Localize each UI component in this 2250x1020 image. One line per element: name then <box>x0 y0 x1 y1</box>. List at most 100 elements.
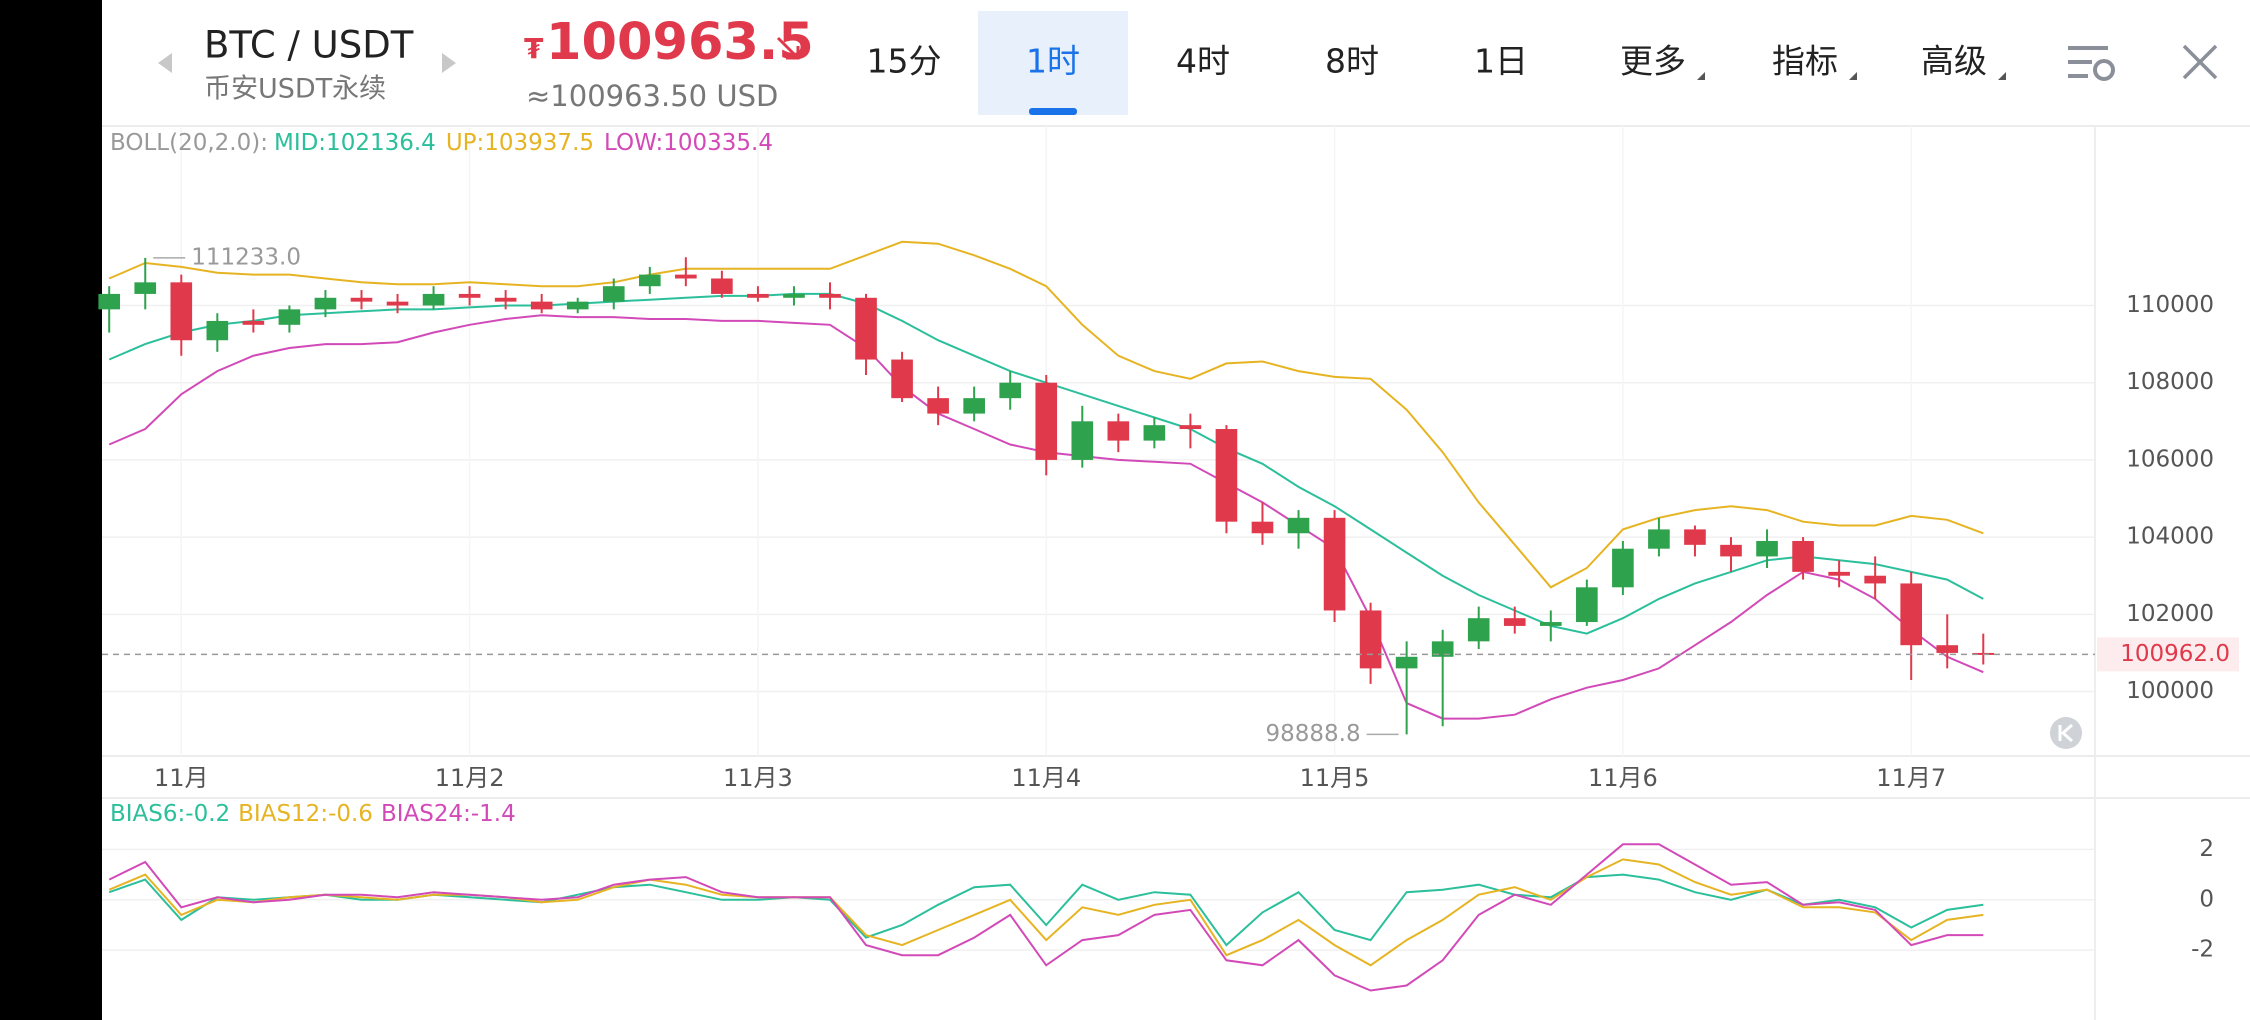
candle-body <box>1071 421 1094 460</box>
bias-line <box>108 843 1984 992</box>
boll-line <box>108 240 1984 589</box>
next-arrow[interactable] <box>442 53 456 73</box>
active-tab-indicator <box>1029 108 1077 115</box>
candle-body <box>1359 610 1382 669</box>
bias-line <box>108 858 1984 967</box>
tab[interactable]: 1日 <box>1474 42 1528 81</box>
tab[interactable]: 1时 <box>1026 42 1080 81</box>
tab[interactable]: 高级 <box>1921 42 1987 81</box>
y-tick-label: 110000 <box>2126 292 2214 318</box>
tab[interactable]: 指标 <box>1772 42 1838 81</box>
candle-body <box>999 382 1022 399</box>
legend-entry: BIAS12:-0.6 <box>238 801 373 827</box>
candle-body <box>350 297 373 302</box>
prev-arrow[interactable] <box>158 53 172 73</box>
candle-body <box>1215 429 1238 522</box>
candle-body <box>1287 517 1310 534</box>
x-tick-label: 11月7 <box>1876 764 1946 792</box>
candle-body <box>1431 641 1454 657</box>
candle-body <box>1539 622 1562 626</box>
y-tick-label: 104000 <box>2126 524 2214 550</box>
tab[interactable]: 8时 <box>1325 42 1379 81</box>
candle-body <box>1720 544 1742 557</box>
candle-body <box>1648 529 1670 549</box>
candle-body <box>1864 575 1886 584</box>
down-arrow <box>776 36 800 60</box>
settings-icon[interactable] <box>2068 46 2115 81</box>
candle-body <box>1756 540 1778 557</box>
candle-body <box>1684 529 1706 545</box>
candle-body <box>1251 521 1274 534</box>
tab[interactable]: 4时 <box>1176 42 1230 81</box>
candle-body <box>783 293 805 298</box>
candle-body <box>1179 425 1202 430</box>
candle-body <box>134 282 157 294</box>
candle-body <box>638 274 661 287</box>
annotation-label: 98888.8 <box>1266 721 1361 747</box>
indicator-legend: BOLL(20,2.0): MID:102136.4 UP:103937.5 LOW:… <box>110 130 773 156</box>
symbol[interactable]: BTC / USDT <box>204 24 414 67</box>
candle-body <box>422 293 445 306</box>
y-tick-label: 108000 <box>2126 369 2214 395</box>
last-price-label: 100962.0 <box>2120 641 2230 667</box>
y-tick-label: 100000 <box>2126 678 2214 704</box>
candle-body <box>711 278 733 294</box>
y-tick-label: 102000 <box>2126 601 2214 627</box>
candle-body <box>494 297 517 302</box>
dropdown-caret <box>1697 72 1705 80</box>
legend-entry: BIAS24:-1.4 <box>381 801 516 827</box>
price-usd: ≈100963.50 USD <box>526 79 778 113</box>
candle-body <box>1107 421 1130 441</box>
price: 100963.5 <box>546 13 814 72</box>
candle-body <box>747 293 769 298</box>
candle-body <box>458 293 481 298</box>
candle-body <box>1395 656 1418 669</box>
tab[interactable]: 15分 <box>867 42 942 81</box>
candle-body <box>1323 517 1346 611</box>
last-price-box <box>2097 637 2239 672</box>
candle-body <box>1936 645 1959 653</box>
candle-body <box>927 398 949 414</box>
candle-body <box>1900 583 1923 646</box>
x-tick-label: 11月 <box>154 764 209 792</box>
tab[interactable]: 更多 <box>1620 42 1686 81</box>
currency-sign: ₮ <box>524 32 544 65</box>
y-tick-label: 0 <box>2199 886 2214 912</box>
x-tick-label: 11月5 <box>1300 764 1370 792</box>
candle-body <box>206 320 229 341</box>
candle-body <box>1035 382 1058 460</box>
candle-body <box>1467 618 1490 642</box>
candle-body <box>170 282 193 341</box>
legend: BIAS6:-0.2 BIAS12:-0.6 BIAS24:-1.4 <box>110 801 516 827</box>
x-tick-label: 11月4 <box>1011 764 1081 792</box>
candle-body <box>1792 540 1814 572</box>
active-tab-bg <box>978 11 1128 115</box>
y-tick-label: 106000 <box>2126 446 2214 472</box>
candle-body <box>602 286 625 302</box>
left-strip <box>0 0 102 1020</box>
close-icon[interactable] <box>2182 44 2218 80</box>
x-tick-label: 11月2 <box>435 764 505 792</box>
candle-body <box>566 301 589 310</box>
x-tick-label: 11月6 <box>1588 764 1658 792</box>
legend-entry: LOW:100335.4 <box>604 130 773 156</box>
candle-body <box>1828 571 1850 576</box>
candle-body <box>314 297 337 310</box>
candle-body <box>891 359 913 399</box>
candle-body <box>819 293 841 298</box>
candle-body <box>1576 587 1598 623</box>
indicator-name: BOLL(20,2.0): <box>110 130 268 156</box>
exchange: 币安USDT永续 <box>204 74 386 105</box>
candle-body <box>530 301 553 310</box>
candle-body <box>855 297 877 360</box>
x-tick-label: 11月3 <box>723 764 793 792</box>
annotation-label: 111233.0 <box>191 244 301 270</box>
candle-body <box>1503 618 1526 626</box>
back-to-latest[interactable] <box>2050 717 2082 749</box>
legend-entry: UP:103937.5 <box>446 130 594 156</box>
candle-body <box>963 398 985 414</box>
legend-entry: BIAS6:-0.2 <box>110 801 230 827</box>
candle-body <box>242 320 265 325</box>
candle-body <box>386 301 409 306</box>
